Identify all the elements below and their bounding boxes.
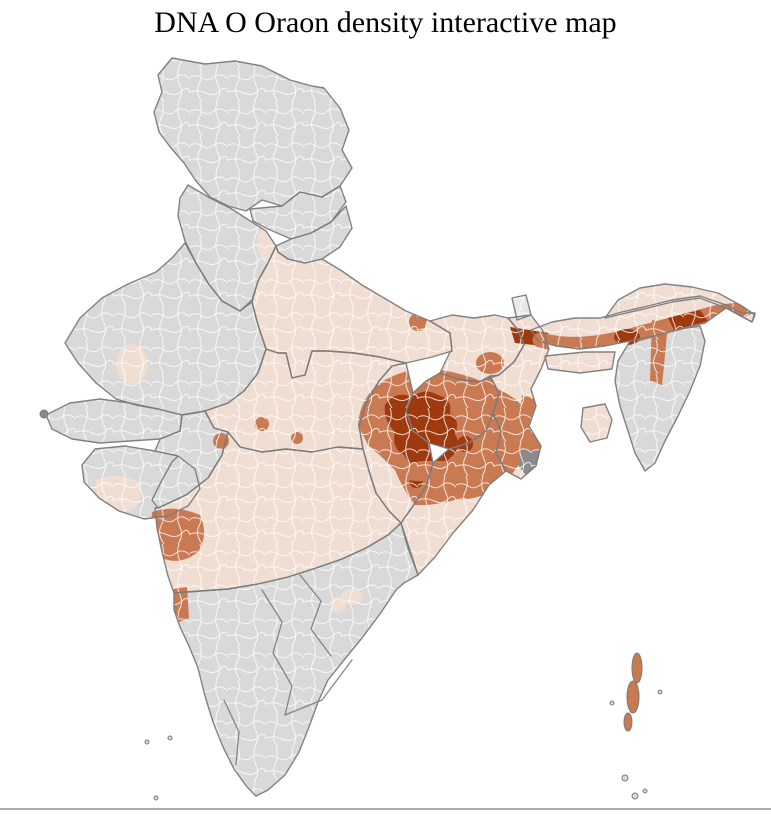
- island-dot-2[interactable]: [609, 700, 615, 706]
- island-lakshadweep-3[interactable]: [153, 795, 159, 801]
- density-blob-cachar[interactable]: [552, 387, 578, 409]
- island-nicobar-2[interactable]: [631, 792, 639, 800]
- south-internal-borders: [223, 574, 353, 766]
- island-nicobar-1[interactable]: [621, 774, 629, 782]
- kutch-west-tip: [39, 409, 49, 419]
- bottom-divider: [0, 808, 771, 810]
- island-andaman-south[interactable]: [623, 712, 633, 732]
- island-lakshadweep-2[interactable]: [167, 735, 173, 741]
- map-title: DNA O Oraon density interactive map: [154, 6, 617, 39]
- island-andaman-mid[interactable]: [626, 680, 640, 714]
- island-andaman-north[interactable]: [631, 652, 643, 684]
- island-nicobar-3[interactable]: [642, 788, 648, 794]
- islands-layer: [39, 409, 663, 801]
- island-lakshadweep-1[interactable]: [144, 739, 150, 745]
- island-dot-1[interactable]: [657, 689, 663, 695]
- density-dot-cachar[interactable]: [541, 369, 549, 377]
